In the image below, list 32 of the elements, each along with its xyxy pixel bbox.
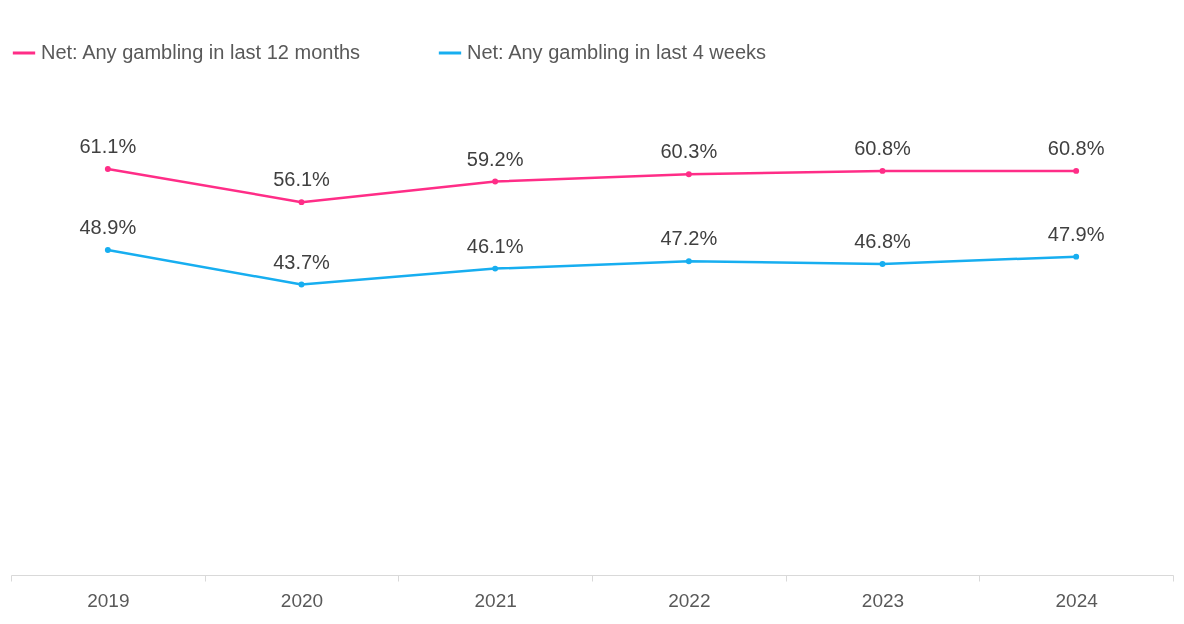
legend-label: Net: Any gambling in last 12 months	[41, 41, 361, 63]
point	[685, 171, 692, 178]
point	[104, 165, 111, 172]
point	[298, 281, 305, 288]
legend-label: Net: Any gambling in last 4 weeks	[467, 41, 767, 63]
data-label: 60.3%	[660, 140, 718, 163]
point	[492, 178, 499, 185]
x-tick-label: 2024	[1055, 589, 1099, 611]
data-label: 48.9%	[79, 216, 137, 238]
data-label: 56.1%	[273, 168, 331, 191]
data-label: 60.8%	[1047, 136, 1105, 159]
data-label: 43.7%	[273, 250, 331, 273]
data-label: 47.2%	[660, 227, 718, 250]
data-label: 47.9%	[1047, 222, 1105, 245]
point	[104, 247, 111, 253]
point	[879, 167, 886, 174]
point	[685, 258, 692, 265]
x-tick-label: 2019	[87, 589, 130, 611]
data-label: 59.2%	[466, 147, 524, 170]
point	[879, 261, 886, 267]
data-label: 60.8%	[854, 136, 912, 159]
x-tick-label: 2023	[861, 589, 905, 611]
x-tick-label: 2021	[474, 589, 517, 611]
data-label: 61.1%	[79, 134, 137, 157]
data-label: 46.8%	[854, 229, 912, 252]
point	[1073, 167, 1080, 174]
x-tick-label: 2020	[280, 589, 324, 611]
point	[1073, 253, 1080, 260]
point	[298, 199, 305, 206]
point	[492, 265, 499, 272]
data-label: 46.1%	[466, 234, 524, 257]
x-tick-label: 2022	[668, 589, 711, 611]
